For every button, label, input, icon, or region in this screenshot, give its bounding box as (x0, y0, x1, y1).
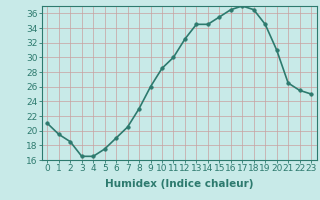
X-axis label: Humidex (Indice chaleur): Humidex (Indice chaleur) (105, 179, 253, 189)
